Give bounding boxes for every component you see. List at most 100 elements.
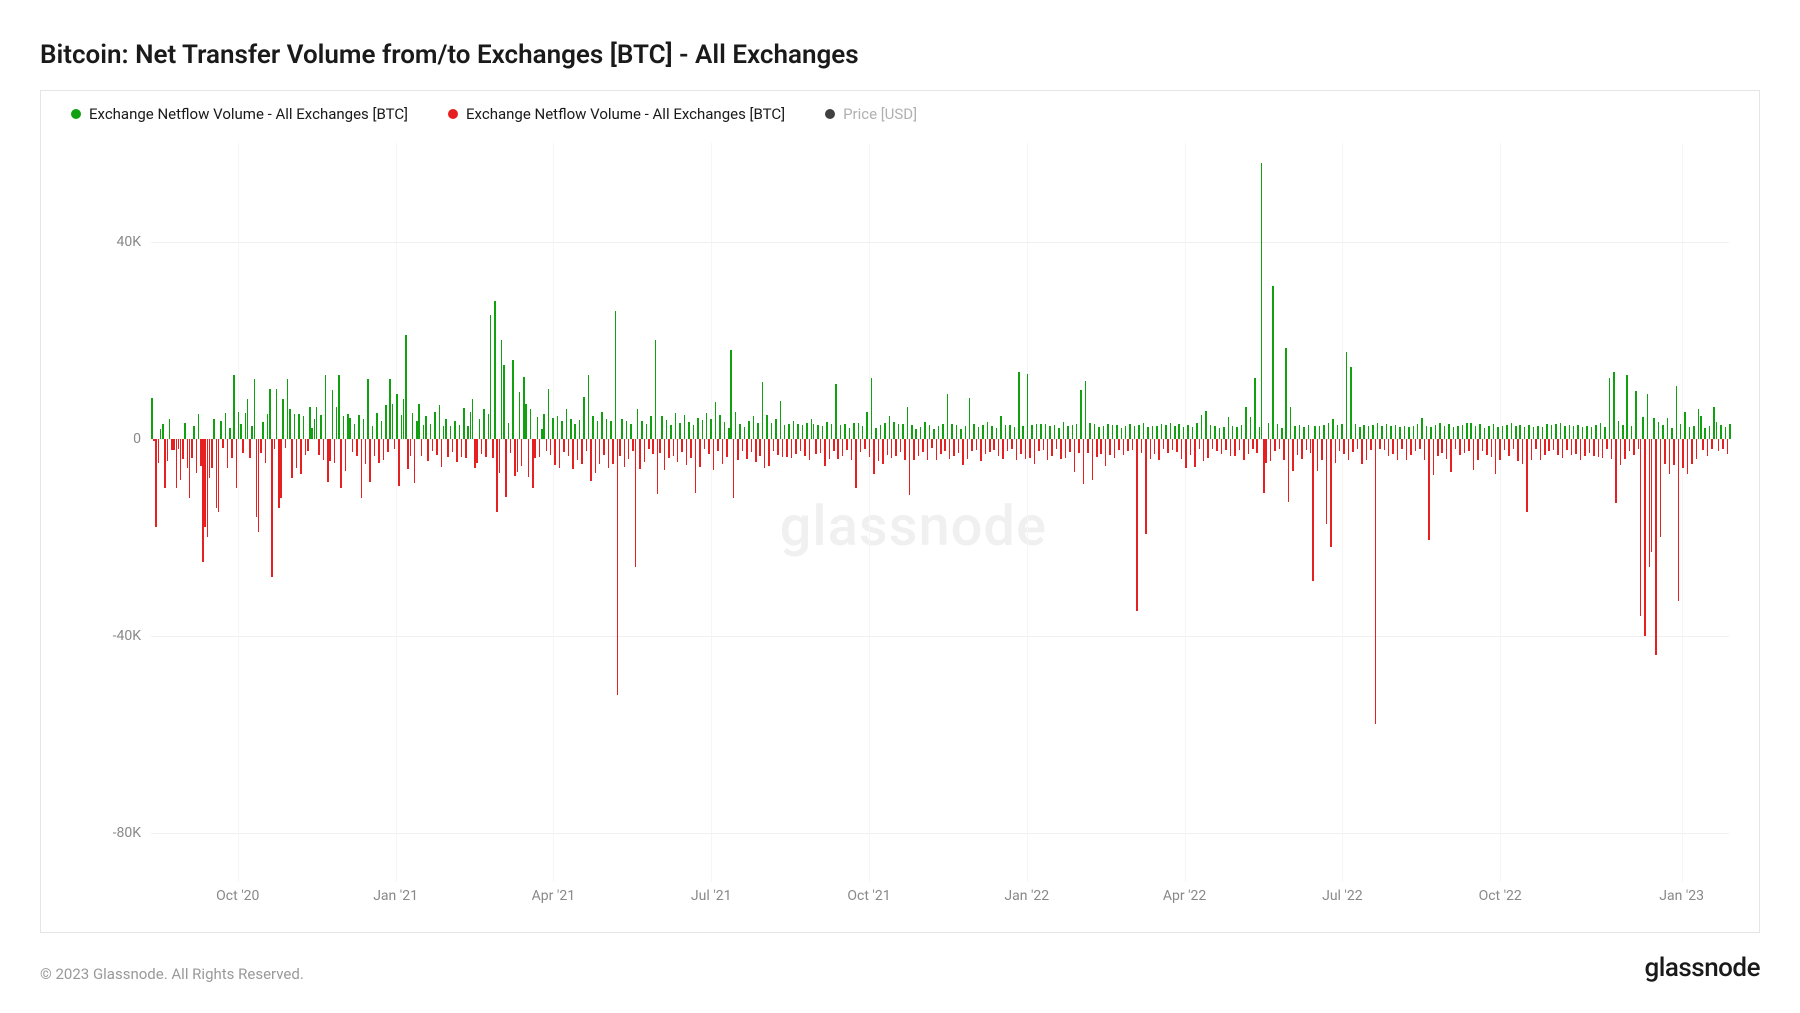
bar xyxy=(1285,348,1287,439)
x-tick: Jul '21 xyxy=(691,888,732,904)
bar xyxy=(1386,424,1388,438)
bar xyxy=(909,439,911,495)
bar xyxy=(1676,386,1678,438)
bar xyxy=(1540,439,1542,461)
bar xyxy=(924,422,926,438)
bar xyxy=(1339,439,1341,452)
bar xyxy=(1499,439,1501,461)
bar xyxy=(434,412,436,439)
bar xyxy=(1107,424,1109,439)
bar xyxy=(1069,439,1071,452)
bar xyxy=(759,439,761,457)
bar xyxy=(508,423,510,439)
bar xyxy=(1306,439,1308,451)
bar xyxy=(624,439,626,468)
bar xyxy=(681,439,683,453)
bar xyxy=(1548,439,1550,451)
legend-item-price: Price [USD] xyxy=(825,105,917,123)
bar xyxy=(773,439,775,452)
x-tick: Jan '22 xyxy=(1004,888,1049,904)
plot-area: glassnode 40K0-40K-80K Oct '20Jan '21Apr… xyxy=(151,143,1729,882)
bar xyxy=(1337,425,1339,439)
bar xyxy=(577,439,579,461)
bar xyxy=(1136,439,1138,611)
bar xyxy=(1444,426,1446,438)
bar xyxy=(753,416,755,438)
bar xyxy=(786,439,788,457)
bar xyxy=(1346,352,1348,439)
bar xyxy=(198,414,200,439)
bar xyxy=(269,389,271,438)
bar xyxy=(1072,425,1074,439)
bar xyxy=(846,439,848,451)
bar xyxy=(1720,425,1722,439)
bar xyxy=(151,398,153,439)
bar xyxy=(655,340,657,439)
bar xyxy=(635,439,637,567)
bar xyxy=(942,424,944,439)
bar xyxy=(1435,425,1437,439)
bar xyxy=(735,412,737,439)
bar xyxy=(617,439,619,695)
bar xyxy=(866,412,868,439)
bar xyxy=(1187,425,1189,439)
bar xyxy=(490,315,492,438)
bar xyxy=(1005,425,1007,438)
bar xyxy=(586,439,588,451)
bar xyxy=(902,424,904,439)
bar xyxy=(1502,426,1504,439)
bar xyxy=(1134,426,1136,439)
bar xyxy=(920,427,922,439)
bar xyxy=(965,426,967,439)
bar xyxy=(936,439,938,461)
bar xyxy=(465,439,467,459)
bar xyxy=(1716,422,1718,438)
bar xyxy=(1265,439,1267,464)
bar xyxy=(1123,439,1125,455)
bar xyxy=(991,426,993,439)
bar xyxy=(791,439,793,459)
bar xyxy=(824,439,826,467)
bar xyxy=(871,378,873,438)
bar xyxy=(412,413,414,439)
bar xyxy=(236,439,238,488)
bar xyxy=(1067,426,1069,438)
bar xyxy=(1234,439,1236,457)
bar xyxy=(196,439,198,473)
bar xyxy=(439,405,441,439)
bar xyxy=(650,416,652,438)
bar xyxy=(559,439,561,469)
bar xyxy=(630,424,632,439)
bar xyxy=(1462,425,1464,439)
bar xyxy=(445,419,447,439)
bar xyxy=(543,414,545,439)
bar xyxy=(1482,439,1484,452)
bar xyxy=(229,428,231,438)
bar xyxy=(1468,439,1470,451)
x-tick: Apr '22 xyxy=(1163,888,1206,904)
bar xyxy=(1658,422,1660,439)
bar xyxy=(1308,425,1310,438)
bar xyxy=(1495,439,1497,474)
bar xyxy=(262,422,264,439)
bar xyxy=(1491,439,1493,457)
bar xyxy=(958,439,960,453)
bar xyxy=(1693,426,1695,439)
bar xyxy=(704,439,706,450)
bar xyxy=(432,439,434,451)
bar xyxy=(1216,439,1218,451)
bar xyxy=(996,428,998,439)
legend-label: Exchange Netflow Volume - All Exchanges … xyxy=(89,105,408,123)
bar xyxy=(597,421,599,438)
bar xyxy=(619,439,621,456)
bar xyxy=(956,425,958,438)
bar xyxy=(644,439,646,463)
legend: Exchange Netflow Volume - All Exchanges … xyxy=(41,91,1759,133)
bar xyxy=(858,423,860,439)
bar xyxy=(1277,424,1279,439)
bar xyxy=(880,425,882,439)
bar xyxy=(354,424,356,439)
bar xyxy=(668,439,670,459)
bar xyxy=(809,439,811,461)
bar xyxy=(595,439,597,473)
